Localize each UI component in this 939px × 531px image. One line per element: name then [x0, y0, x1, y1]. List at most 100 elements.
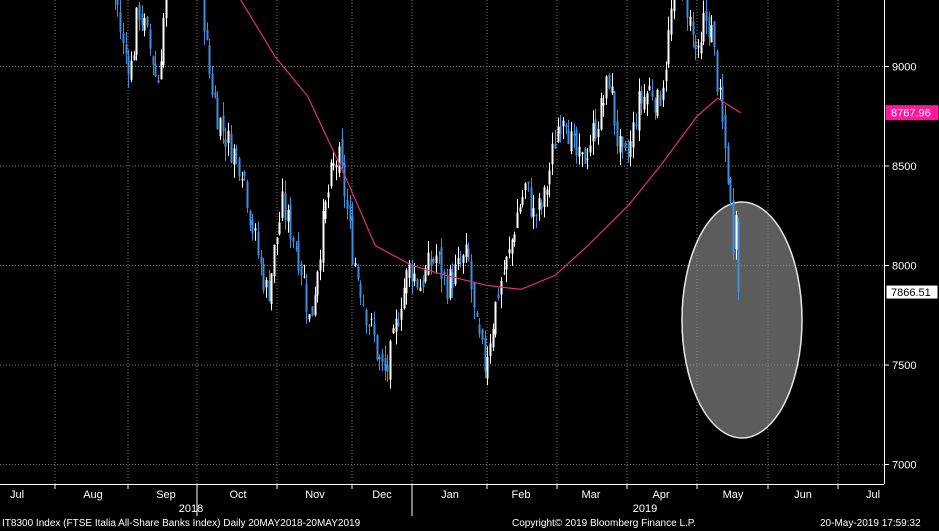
candlestick [516, 199, 519, 229]
candle-body [419, 287, 422, 292]
candlestick [292, 236, 295, 249]
y-tick-label: 7000 [892, 460, 916, 472]
x-tick-label: Jul [866, 489, 880, 501]
candle-body [314, 295, 317, 315]
candle-body [732, 200, 735, 255]
candle-body [287, 209, 290, 222]
candle-body [594, 119, 597, 139]
candle-body [125, 44, 128, 55]
candle-body [589, 145, 592, 153]
candlestick [651, 79, 654, 101]
candle-body [335, 164, 338, 168]
candle-body [146, 17, 149, 26]
candlestick [557, 117, 560, 143]
candle-body [586, 158, 589, 160]
candle-body [319, 259, 322, 271]
candle-body [721, 86, 724, 122]
candlestick [362, 294, 365, 307]
candle-body [559, 125, 562, 134]
candlestick [227, 122, 230, 156]
candle-body [284, 193, 287, 221]
candle-body [405, 270, 408, 294]
candle-body [686, 0, 689, 19]
candlestick [584, 146, 587, 165]
candle-body [330, 162, 333, 187]
candle-body [570, 131, 573, 152]
candlestick [710, 15, 713, 43]
candlestick [602, 95, 605, 117]
x-tick-label: Jan [441, 489, 459, 501]
candlestick [457, 246, 460, 271]
candlestick [368, 324, 371, 336]
candle-body [700, 42, 703, 54]
candlestick [565, 122, 568, 134]
candlestick [600, 92, 603, 131]
candle-body [389, 340, 392, 380]
candle-body [295, 248, 298, 250]
candle-body [600, 97, 603, 130]
candle-body [378, 357, 381, 360]
candle-body [206, 29, 209, 40]
candlestick [470, 254, 473, 303]
candle-body [638, 91, 641, 131]
candlestick [243, 170, 246, 181]
y-tick-label: 7500 [892, 360, 916, 372]
candle-body [138, 5, 141, 21]
candle-body [643, 96, 646, 110]
candle-body [141, 13, 144, 26]
candlestick [449, 264, 452, 301]
candlestick [473, 282, 476, 320]
footer-bar: IT8300 Index (FTSE Italia All-Share Bank… [0, 517, 939, 531]
candlestick [206, 22, 209, 41]
candlestick [278, 211, 281, 236]
candle-body [438, 252, 441, 254]
candle-body [116, 0, 119, 6]
candle-body [297, 240, 300, 272]
candlestick [133, 50, 136, 61]
candle-body [624, 142, 627, 148]
candlestick [316, 270, 319, 303]
candle-body [538, 198, 541, 210]
candlestick [230, 125, 233, 164]
candle-body [451, 272, 454, 289]
ma-value-badge: 8767.96 [885, 105, 939, 121]
candle-body [659, 94, 662, 106]
price-chart: 7000750080008500900095001000010500110001… [0, 0, 939, 516]
candlestick [484, 330, 487, 379]
candle-body [278, 222, 281, 235]
candle-body [737, 220, 740, 293]
candle-body [689, 16, 692, 26]
candlestick [149, 23, 152, 56]
candlestick [540, 199, 543, 215]
candle-body [346, 199, 349, 209]
candlestick [713, 20, 716, 56]
candlestick [260, 250, 263, 276]
candlestick [400, 297, 403, 331]
candle-body [697, 45, 700, 48]
candlestick [513, 231, 516, 247]
candle-body [203, 0, 206, 32]
candlestick [127, 49, 130, 89]
candle-body [656, 89, 659, 116]
candlestick [303, 264, 306, 279]
candlestick [419, 279, 422, 292]
candlestick [451, 263, 454, 298]
candle-body [489, 343, 492, 357]
candle-body [424, 268, 427, 282]
candlestick [265, 277, 268, 298]
candle-body [540, 202, 543, 209]
x-tick-label: Nov [305, 489, 325, 501]
x-tick-label: May [723, 489, 744, 501]
candlestick [551, 132, 554, 176]
candle-body [241, 178, 244, 181]
candlestick [575, 126, 578, 164]
candlestick [289, 197, 292, 248]
candlestick [694, 34, 697, 61]
candle-body [530, 187, 533, 217]
candlestick [343, 154, 346, 208]
candlestick [365, 308, 368, 334]
candlestick [125, 31, 128, 65]
last-price-badge-text: 7866.51 [891, 287, 931, 299]
candle-body [403, 287, 406, 309]
candlestick [141, 5, 144, 32]
